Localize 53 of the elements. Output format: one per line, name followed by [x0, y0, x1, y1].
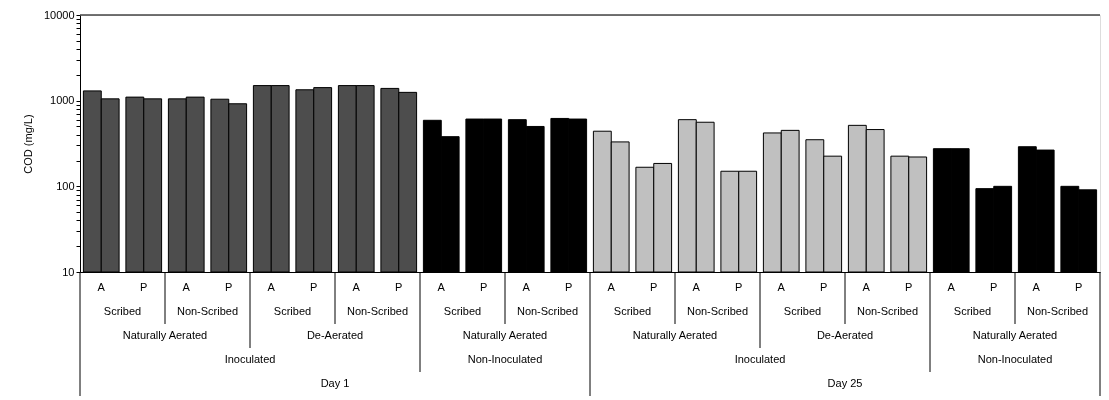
x-tick-label: P	[480, 281, 488, 293]
x-tick-label: P	[1075, 281, 1083, 293]
text: De-Aerated	[816, 329, 874, 341]
text: Scribed	[783, 305, 822, 317]
y-tick-label: 10	[62, 265, 75, 278]
x-tick-label: P	[990, 281, 998, 293]
text: Non-Inoculated	[977, 353, 1053, 365]
text: Naturally Aerated	[972, 329, 1058, 341]
text: Non-Scribed	[1026, 305, 1089, 317]
text: Scribed	[273, 305, 312, 317]
x-tick-label: A	[947, 281, 956, 293]
y-tick-label: 10000	[43, 8, 75, 21]
x-tick-label: A	[862, 281, 871, 293]
text: Naturally Aerated	[122, 329, 208, 341]
x-tick-label: P	[735, 281, 743, 293]
y-tick-label: 100	[56, 179, 75, 192]
x-tick-label: A	[437, 281, 446, 293]
text: Non-Scribed	[856, 305, 919, 317]
text: De-Aerated	[306, 329, 364, 341]
y-axis-title: COD (mg/L)	[21, 114, 34, 174]
x-tick-label: A	[1032, 281, 1041, 293]
text: Scribed	[103, 305, 142, 317]
x-tick-label: A	[777, 281, 786, 293]
x-tick-label: P	[820, 281, 828, 293]
x-tick-label: P	[225, 281, 233, 293]
x-tick-label: A	[97, 281, 106, 293]
text: Non-Inoculated	[467, 353, 543, 365]
text: Day 25	[827, 377, 863, 389]
x-tick-label: P	[565, 281, 573, 293]
x-tick-label: P	[395, 281, 403, 293]
x-tick-label: P	[310, 281, 318, 293]
text: Inoculated	[224, 353, 276, 365]
x-tick-label: P	[650, 281, 658, 293]
text: Scribed	[613, 305, 652, 317]
text: Non-Scribed	[516, 305, 579, 317]
text: Naturally Aerated	[632, 329, 718, 341]
text: Naturally Aerated	[462, 329, 548, 341]
text: Non-Scribed	[346, 305, 409, 317]
x-tick-label: A	[692, 281, 701, 293]
x-tick-label: A	[267, 281, 276, 293]
y-tick-label: 1000	[50, 94, 75, 107]
text: Non-Scribed	[176, 305, 239, 317]
x-tick-label: P	[905, 281, 913, 293]
x-tick-label: P	[140, 281, 148, 293]
x-tick-label: A	[607, 281, 616, 293]
x-tick-label: A	[352, 281, 361, 293]
text: Scribed	[953, 305, 992, 317]
x-tick-label: A	[522, 281, 531, 293]
text: Non-Scribed	[686, 305, 749, 317]
text: Day 1	[320, 377, 350, 389]
x-tick-label: A	[182, 281, 191, 293]
text: Inoculated	[734, 353, 786, 365]
text: Scribed	[443, 305, 482, 317]
